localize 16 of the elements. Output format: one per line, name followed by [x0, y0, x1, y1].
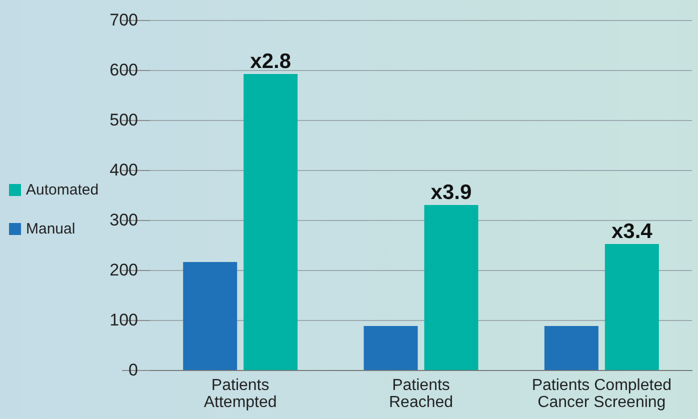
y-tick-label: 500 — [110, 110, 138, 130]
annotation: x3.4 — [611, 220, 653, 243]
legend-label: Manual — [26, 220, 76, 238]
y-tick-label: 600 — [110, 60, 138, 80]
y-tick-label: 0 — [128, 360, 138, 380]
x-tick-label: Patients Reached — [388, 377, 454, 411]
y-tick-label: 200 — [110, 260, 138, 280]
y-tick-label: 400 — [110, 160, 138, 180]
annotation: x2.8 — [250, 50, 292, 73]
legend-label: Automated — [26, 182, 99, 198]
y-tick-label: 700 — [110, 10, 138, 30]
annotation: x3.9 — [430, 181, 472, 204]
y-tick-label: 100 — [110, 310, 138, 330]
x-tick-label: Patients Attempted — [204, 377, 277, 411]
x-tick-label: Patients Completed Cancer Screening — [532, 377, 672, 411]
y-tick-label: 300 — [110, 210, 138, 230]
